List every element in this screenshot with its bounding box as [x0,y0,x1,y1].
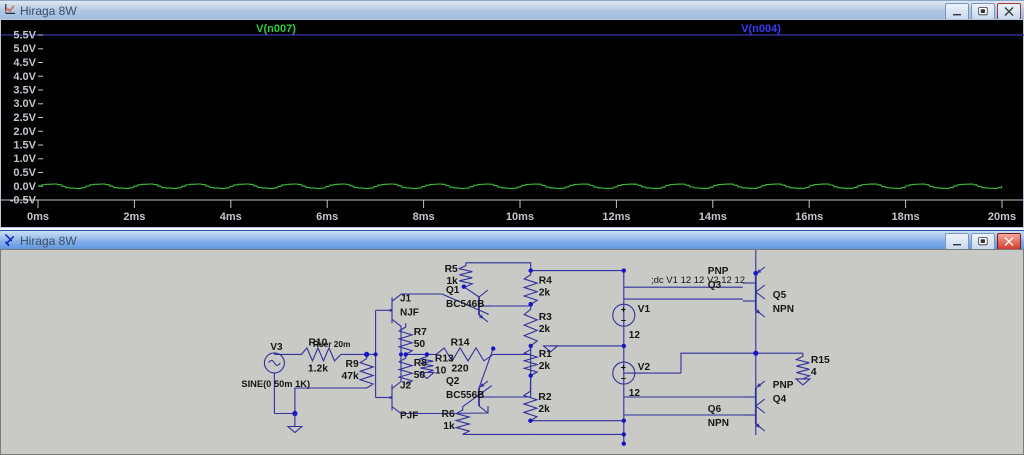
svg-text:+: + [621,305,626,315]
svg-text:−: − [621,374,626,384]
svg-text:-0.5V: -0.5V [10,195,37,207]
svg-text:50: 50 [414,370,426,381]
svg-text:Q5: Q5 [773,290,787,301]
svg-text:8ms: 8ms [413,211,435,223]
svg-text:R9: R9 [346,359,359,370]
svg-text:+: + [621,363,626,373]
svg-text:5.0V: 5.0V [13,43,36,55]
svg-text:10ms: 10ms [506,211,534,223]
svg-text:PNP: PNP [773,380,794,391]
svg-text:1.5V: 1.5V [13,140,36,152]
svg-text:R3: R3 [539,312,552,323]
svg-text:J2: J2 [400,381,412,392]
svg-text:1k: 1k [443,421,455,432]
svg-text:50: 50 [414,339,426,350]
svg-text:SINE(0 50m 1K): SINE(0 50m 1K) [241,379,310,389]
svg-text:3.5V: 3.5V [13,85,36,97]
svg-text:PNP: PNP [708,266,729,277]
svg-text:2k: 2k [538,404,550,415]
svg-text:Q6: Q6 [708,404,722,415]
svg-text:14ms: 14ms [699,211,727,223]
svg-text:16ms: 16ms [795,211,823,223]
svg-text:V(n007): V(n007) [256,23,296,35]
svg-text:BC546B: BC546B [446,299,484,310]
svg-text:−: − [621,316,626,326]
svg-text:NPN: NPN [773,304,794,315]
svg-text:4ms: 4ms [220,211,242,223]
svg-text:4.0V: 4.0V [13,71,36,83]
svg-text:12: 12 [629,330,641,341]
svg-text:0ms: 0ms [27,211,49,223]
svg-text:R1: R1 [539,349,552,360]
svg-text:R2: R2 [538,392,551,403]
svg-text:V1: V1 [638,304,651,315]
svg-text:1: 1 [763,250,769,251]
svg-text:V(n004): V(n004) [741,23,781,35]
svg-text:2k: 2k [539,324,551,335]
svg-text:NJF: NJF [400,307,419,318]
svg-text:Q4: Q4 [773,394,787,405]
svg-text:J1: J1 [400,293,412,304]
svg-text:R15: R15 [811,355,830,366]
svg-text:10: 10 [435,365,447,376]
svg-text:R7: R7 [414,327,427,338]
svg-text:18ms: 18ms [892,211,920,223]
svg-text:1k: 1k [446,276,458,287]
svg-text:2ms: 2ms [123,211,145,223]
svg-text:4: 4 [811,367,817,378]
svg-text:47k: 47k [342,371,359,382]
svg-text:1.2k: 1.2k [308,363,328,374]
svg-text:220: 220 [451,363,468,374]
svg-text:2.0V: 2.0V [13,126,36,138]
svg-text:R5: R5 [445,264,458,275]
svg-text:2k: 2k [539,361,551,372]
svg-text:1.0V: 1.0V [13,153,36,165]
svg-text:Rser 20m: Rser 20m [313,339,350,349]
svg-text:4.5V: 4.5V [13,57,36,69]
svg-text:2.5V: 2.5V [13,112,36,124]
svg-text:0.0V: 0.0V [13,181,36,193]
svg-text:R14: R14 [451,337,470,348]
svg-text:PJF: PJF [400,411,418,422]
svg-text:0.5V: 0.5V [13,167,36,179]
svg-text:;dc V1 12 12 V2 12 12: ;dc V1 12 12 V2 12 12 [651,275,745,286]
svg-text:BC556B: BC556B [446,390,484,401]
svg-text:6ms: 6ms [316,211,338,223]
svg-text:V3: V3 [270,342,283,353]
svg-text:20ms: 20ms [988,211,1016,223]
svg-text:V2: V2 [638,362,651,373]
svg-text:R4: R4 [539,275,552,286]
svg-text:Q2: Q2 [446,376,460,387]
svg-text:12ms: 12ms [602,211,630,223]
svg-text:5.5V: 5.5V [13,30,36,42]
svg-text:3.0V: 3.0V [13,98,36,110]
svg-text:R8: R8 [414,358,427,369]
svg-text:Q3: Q3 [708,280,722,291]
svg-text:R6: R6 [442,409,455,420]
svg-text:NPN: NPN [708,418,729,429]
svg-text:2k: 2k [539,287,551,298]
svg-text:12: 12 [629,388,641,399]
